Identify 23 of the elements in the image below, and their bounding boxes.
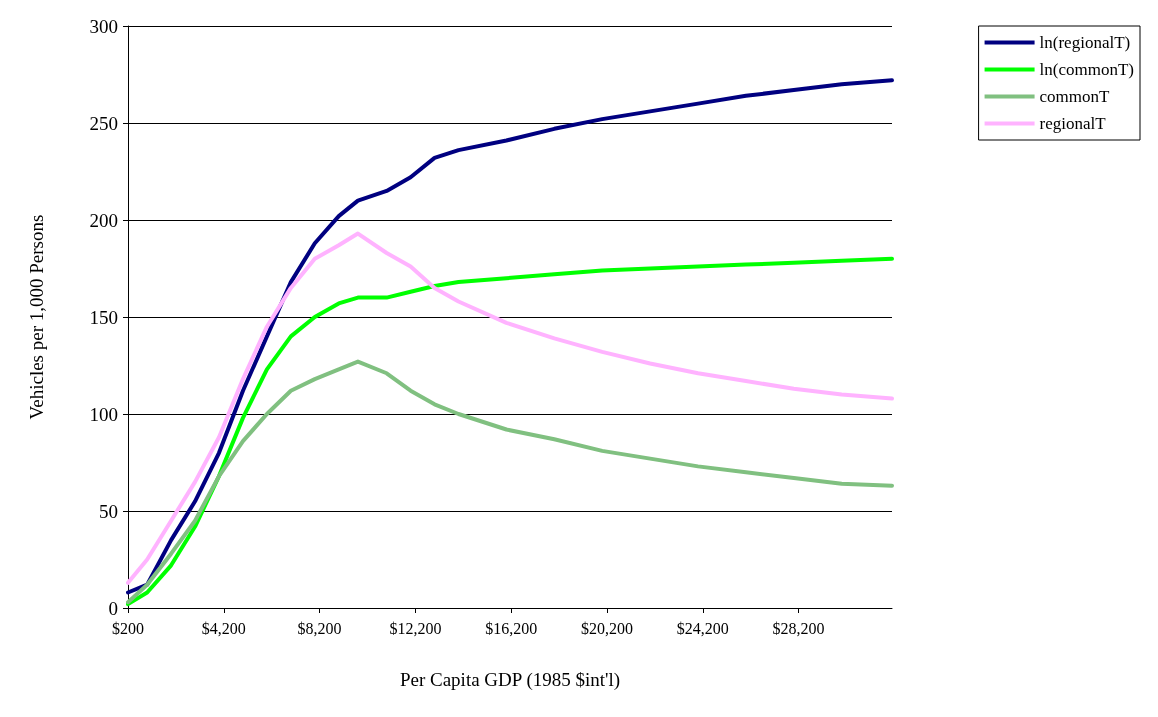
line-series xyxy=(126,78,894,595)
y-tick-label: 300 xyxy=(89,15,118,37)
y-tick-label: 200 xyxy=(89,209,118,231)
y-tick-label: 50 xyxy=(99,500,118,522)
legend-label: regionalT xyxy=(1039,114,1107,133)
y-tick-label: 100 xyxy=(89,403,118,425)
x-tick-label: $8,200 xyxy=(297,619,342,637)
x-tick-label: $12,200 xyxy=(389,619,442,637)
legend-label: commonT xyxy=(1039,87,1111,106)
x-tick-label: $200 xyxy=(112,619,144,637)
x-tick-label: $4,200 xyxy=(201,619,246,637)
x-tick-label: $20,200 xyxy=(581,619,633,637)
y-tick-label: 250 xyxy=(89,112,118,134)
legend-label: ln(commonT) xyxy=(1039,60,1134,79)
x-tick-label: $24,200 xyxy=(676,619,729,637)
x-axis-title: Per Capita GDP (1985 $int'l) xyxy=(399,669,621,691)
legend-label: ln(regionalT) xyxy=(1039,33,1131,52)
y-axis-title: Vehicles per 1,000 Persons xyxy=(26,214,47,420)
y-tick-label: 150 xyxy=(89,306,118,328)
line-series xyxy=(126,359,894,605)
x-tick-label: $16,200 xyxy=(485,619,538,637)
x-tick-label: $28,200 xyxy=(772,619,825,637)
y-tick-label: 0 xyxy=(108,597,118,619)
